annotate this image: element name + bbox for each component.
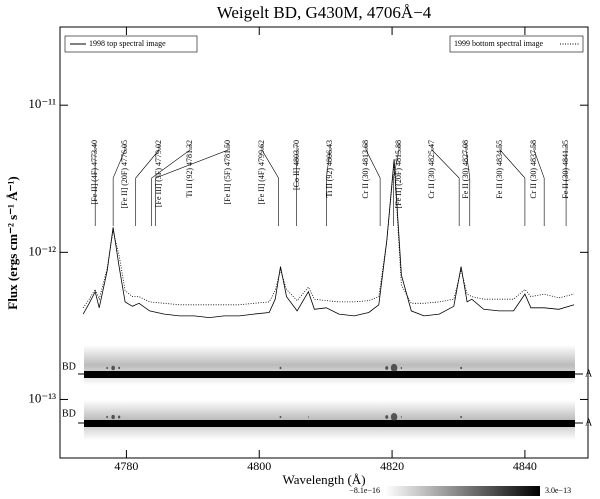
strip-emission bbox=[307, 416, 309, 418]
line-label: [Fe II] (4F) 4773.40 bbox=[90, 140, 99, 204]
legend-label: 1999 bottom spectral image bbox=[454, 39, 544, 48]
spectrum-line bbox=[82, 159, 575, 319]
strip-emission bbox=[390, 413, 398, 421]
line-leader bbox=[326, 144, 331, 226]
line-label: [Co II] 4803.70 bbox=[292, 140, 301, 190]
spectrum-line bbox=[82, 163, 575, 309]
plot-frame bbox=[59, 26, 589, 459]
strip-label: A bbox=[585, 368, 593, 379]
line-label: [Fe II] (20F) 4776.05 bbox=[120, 140, 129, 208]
strip-emission bbox=[118, 366, 121, 370]
spectral-trace bbox=[84, 420, 575, 427]
line-label: Cr II (30) 4837.58 bbox=[529, 140, 538, 199]
spectral-strip bbox=[84, 345, 575, 385]
strip-emission bbox=[106, 415, 109, 419]
line-leader bbox=[296, 144, 298, 226]
line-label: Ti II (92) 4781.32 bbox=[185, 140, 194, 197]
line-leader bbox=[261, 144, 279, 226]
y-axis-label: Flux (ergs cm⁻² s⁻¹ Å⁻¹) bbox=[5, 176, 20, 309]
strip-emission bbox=[279, 366, 282, 370]
x-tick-label: 4820 bbox=[380, 459, 404, 473]
strip-emission bbox=[117, 415, 121, 419]
line-leader bbox=[431, 144, 460, 226]
strip-emission bbox=[106, 366, 109, 370]
strip-label: A bbox=[585, 417, 593, 428]
line-leader bbox=[155, 144, 229, 226]
line-label: Fe II (30) 4827.08 bbox=[461, 140, 470, 199]
line-leader bbox=[533, 144, 545, 226]
strip-emission bbox=[385, 366, 389, 370]
line-leader bbox=[135, 144, 160, 226]
line-leader bbox=[499, 144, 526, 226]
strip-emission bbox=[111, 414, 115, 420]
legend-label: 1998 top spectral image bbox=[89, 39, 166, 48]
line-label: [Fe II] (20F) 4815.88 bbox=[394, 140, 403, 208]
line-label: Fe II (30) 4834.55 bbox=[495, 140, 504, 199]
y-tick-label: 10⁻¹³ bbox=[28, 390, 56, 405]
strip-emission bbox=[460, 415, 463, 419]
line-label: Cr II (30) 4825.47 bbox=[427, 140, 436, 199]
strip-emission bbox=[111, 365, 115, 371]
y-tick-label: 10⁻¹² bbox=[28, 243, 56, 258]
line-label: [Fe III] (3F) 4779.02 bbox=[154, 140, 163, 207]
legend-box bbox=[449, 35, 584, 53]
line-label: Fe II (30) 4841.35 bbox=[561, 140, 570, 199]
colorbar-label: −8.1e−16 bbox=[349, 486, 380, 495]
line-label: Ti II (92) 4806.43 bbox=[325, 140, 334, 197]
line-leader bbox=[112, 144, 126, 226]
strip-emission bbox=[279, 415, 282, 419]
y-tick-label: 10⁻¹¹ bbox=[28, 96, 56, 111]
strip-emission bbox=[385, 415, 389, 419]
x-tick-label: 4780 bbox=[114, 459, 138, 473]
strip-emission bbox=[400, 367, 403, 369]
x-tick-label: 4840 bbox=[513, 459, 537, 473]
line-leader bbox=[393, 144, 400, 226]
chart-title: Weigelt BD, G430M, 4706Å−4 bbox=[217, 3, 432, 22]
line-label: Cr II (30) 4813.68 bbox=[361, 140, 370, 199]
line-leader bbox=[465, 144, 471, 226]
strip-label: BD bbox=[62, 361, 76, 372]
strip-emission bbox=[460, 366, 463, 370]
strip-label: BD bbox=[62, 408, 76, 419]
colorbar bbox=[385, 486, 540, 496]
line-leader bbox=[151, 144, 191, 226]
line-label: [Fe II] (4F) 4799.62 bbox=[257, 140, 266, 204]
line-label: [Fe II] (5F) 4781.50 bbox=[223, 140, 232, 204]
line-leader bbox=[365, 144, 381, 226]
x-axis-label: Wavelength (Å) bbox=[282, 472, 365, 487]
colorbar-label: 3.0e−13 bbox=[545, 486, 571, 495]
legend-box bbox=[64, 35, 198, 53]
strip-emission bbox=[390, 363, 398, 373]
strip-emission bbox=[400, 416, 402, 418]
spectral-trace bbox=[84, 371, 575, 378]
x-tick-label: 4800 bbox=[247, 459, 271, 473]
